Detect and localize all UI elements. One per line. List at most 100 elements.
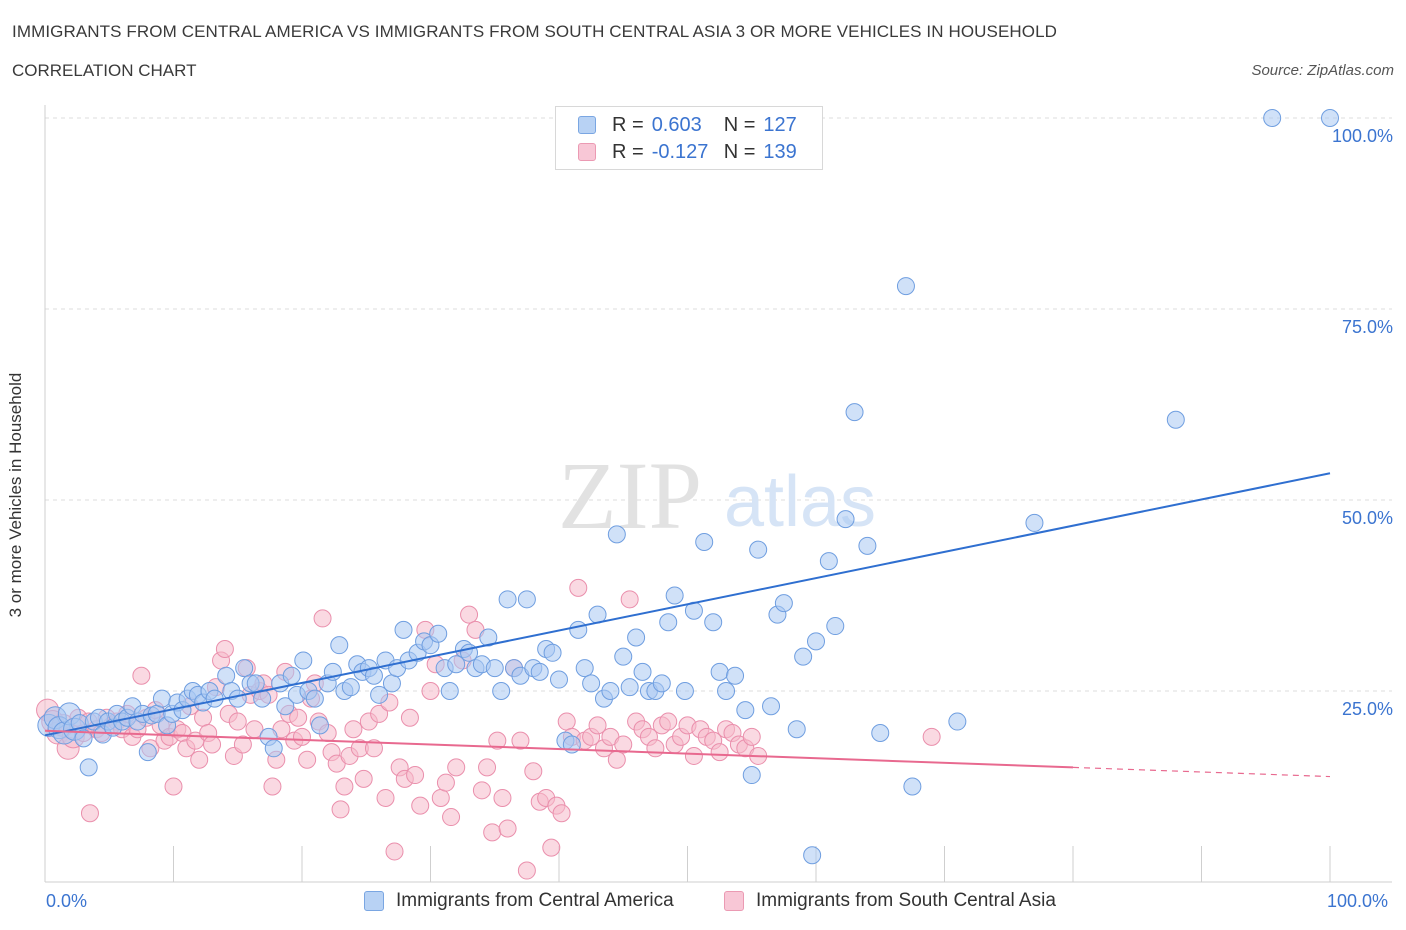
data-point xyxy=(726,666,745,685)
data-point xyxy=(447,758,466,777)
data-point xyxy=(569,578,588,597)
n-value: 139 xyxy=(763,140,797,163)
data-point xyxy=(1263,109,1282,127)
data-point xyxy=(400,708,419,727)
y-tick-labels: 25.0% 50.0% 75.0% 100.0% xyxy=(1332,126,1393,719)
data-point xyxy=(305,689,324,708)
data-point xyxy=(190,750,209,769)
trend-line-south-central-asia-extension xyxy=(1072,766,1331,778)
data-point xyxy=(1321,109,1339,127)
data-point xyxy=(460,605,479,624)
legend-item-central-america: Immigrants from Central America xyxy=(364,890,674,912)
data-point xyxy=(264,739,283,758)
data-point xyxy=(552,804,571,823)
data-point xyxy=(871,724,890,743)
data-point xyxy=(411,796,430,815)
series-central-america-points xyxy=(37,109,1339,865)
r-value: 0.603 xyxy=(651,113,702,136)
data-point xyxy=(524,762,543,781)
data-point xyxy=(684,746,703,765)
axes xyxy=(44,105,1392,883)
data-point xyxy=(530,662,549,681)
data-point xyxy=(442,808,461,827)
data-point xyxy=(483,823,502,842)
data-point xyxy=(517,861,536,880)
data-point xyxy=(736,701,755,720)
data-point xyxy=(331,800,350,819)
data-point xyxy=(659,613,678,632)
data-point xyxy=(498,590,517,609)
data-point xyxy=(341,678,360,697)
data-point xyxy=(836,510,855,529)
data-point xyxy=(385,842,404,861)
legend-swatch-blue xyxy=(578,116,596,134)
data-point xyxy=(794,647,813,666)
data-point xyxy=(436,773,455,792)
correlation-legend: R = 0.603 N = 127 R = -0.127 N = 139 xyxy=(555,106,823,170)
data-point xyxy=(289,708,308,727)
legend-label: Immigrants from South Central Asia xyxy=(756,890,1056,911)
data-point xyxy=(493,788,512,807)
data-point xyxy=(601,682,620,700)
r-value: -0.127 xyxy=(651,140,709,163)
r-label: R = xyxy=(612,113,644,136)
data-point xyxy=(294,651,313,670)
data-point xyxy=(421,682,440,700)
data-point xyxy=(543,643,562,662)
legend-swatch-blue xyxy=(364,891,384,911)
data-point xyxy=(803,846,822,865)
data-point xyxy=(132,666,151,685)
data-point xyxy=(627,628,646,647)
data-point xyxy=(330,636,349,655)
trend-lines xyxy=(44,472,1331,778)
data-point xyxy=(704,613,723,632)
data-point xyxy=(203,735,222,754)
data-point xyxy=(429,624,448,643)
data-point xyxy=(582,674,601,693)
data-point xyxy=(282,666,301,685)
data-point xyxy=(787,720,806,739)
data-point xyxy=(858,536,877,555)
data-point xyxy=(370,704,389,723)
chart-subtitle: CORRELATION CHART xyxy=(12,61,197,80)
data-point xyxy=(228,689,247,708)
data-point xyxy=(246,674,265,693)
y-tick-label: 50.0% xyxy=(1342,508,1393,528)
data-point xyxy=(472,781,491,800)
data-point xyxy=(675,682,694,700)
data-point xyxy=(194,708,213,727)
y-tick-label: 25.0% xyxy=(1342,699,1393,719)
n-label: N = xyxy=(723,140,756,163)
data-point xyxy=(498,819,517,838)
data-point xyxy=(710,743,729,762)
data-point xyxy=(152,689,171,708)
data-point xyxy=(344,720,363,739)
data-point xyxy=(310,716,329,735)
watermark-zip: ZIP xyxy=(558,442,702,549)
x-tick-label-min: 0.0% xyxy=(46,891,88,911)
data-point xyxy=(228,712,247,731)
data-point xyxy=(695,533,714,552)
data-point xyxy=(488,731,507,750)
data-point xyxy=(607,525,626,544)
r-label: R = xyxy=(612,140,644,163)
data-point xyxy=(517,590,536,609)
data-point xyxy=(217,666,236,685)
data-point xyxy=(370,685,389,704)
data-point xyxy=(354,769,373,788)
data-point xyxy=(164,777,183,796)
data-point xyxy=(896,277,915,296)
data-point xyxy=(431,788,450,807)
n-value: 127 xyxy=(763,113,797,136)
data-point xyxy=(620,590,639,609)
data-point xyxy=(607,750,626,769)
data-point xyxy=(614,735,633,754)
data-point xyxy=(479,628,498,647)
data-point xyxy=(492,682,511,700)
data-point xyxy=(903,777,922,796)
data-point xyxy=(80,804,99,823)
data-point xyxy=(406,766,425,785)
data-point xyxy=(665,586,684,605)
data-point xyxy=(922,727,941,746)
n-label: N = xyxy=(723,113,756,136)
